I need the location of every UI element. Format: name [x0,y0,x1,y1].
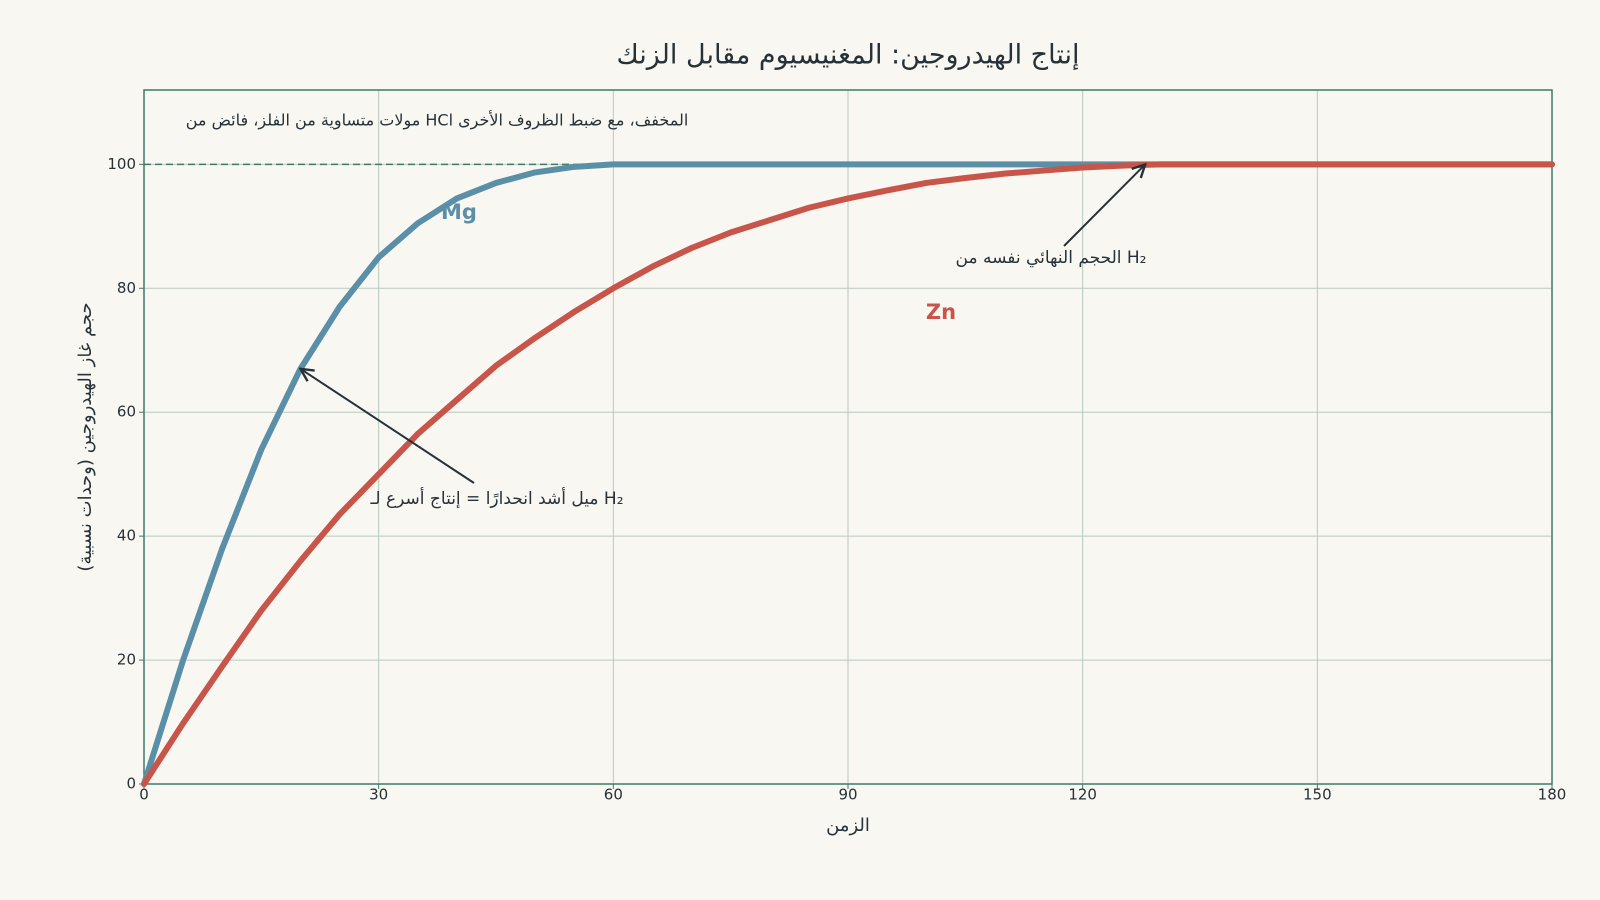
y-axis-label: حجم غاز الهيدروجين (وحدات نسبية) [75,302,96,571]
series-label: Zn [926,300,956,324]
x-tick-label: 90 [838,786,857,804]
series-line [141,161,1555,787]
subtitle: مولات متساوية من الفلز، فائض من HCl المخ… [186,110,689,131]
series-label: Mg [441,200,477,224]
y-tick-label: 20 [117,651,136,669]
y-tick-label: 60 [117,403,136,421]
x-axis-label: الزمن [826,815,870,836]
annotation-text: ميل أشد انحدارًا = إنتاج أسرع لـ H₂ [369,487,623,509]
y-tick-label: 40 [117,527,136,545]
y-tick-label: 100 [107,155,136,173]
annotation-text: الحجم النهائي نفسه من H₂ [956,248,1147,268]
x-tick-label: 150 [1303,786,1332,804]
annotation-arrow [1063,164,1145,247]
plot-frame [143,89,1553,785]
annotation-arrow [300,369,475,484]
x-tick-label: 0 [139,786,149,804]
x-tick-label: 180 [1538,786,1567,804]
y-tick-label: 0 [126,775,136,793]
chart-title: إنتاج الهيدروجين: المغنيسيوم مقابل الزنك [617,40,1080,71]
y-tick-label: 80 [117,279,136,297]
x-tick-label: 120 [1068,786,1097,804]
x-tick-label: 30 [369,786,388,804]
x-tick-label: 60 [604,786,623,804]
